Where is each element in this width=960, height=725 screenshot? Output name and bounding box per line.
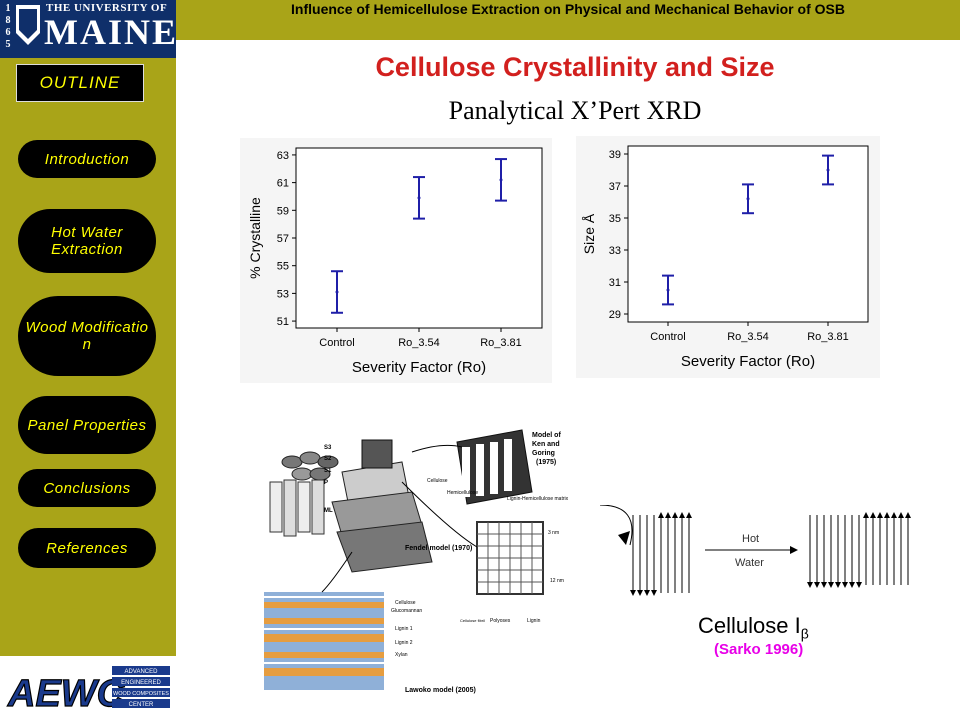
plot-area (295, 147, 543, 329)
svg-text:Cellulose: Cellulose (427, 478, 448, 484)
nav-introduction[interactable]: Introduction (18, 140, 156, 178)
aewc-logo-mark: AEWC (7, 673, 125, 715)
y-tick-label: 31 (609, 277, 621, 289)
svg-text:ENGINEERED: ENGINEERED (121, 680, 161, 686)
outline-button[interactable]: OUTLINE (16, 64, 144, 102)
nav-wood-modification[interactable]: Wood Modificatio n (18, 296, 156, 376)
svg-text:Cellulose: Cellulose (395, 600, 416, 606)
y-tick-label: 57 (277, 233, 289, 245)
slide-subtitle: Panalytical X’Pert XRD (448, 96, 702, 125)
svg-text:Lignin 1: Lignin 1 (395, 626, 413, 632)
reference-citation: (Sarko 1996) (714, 641, 804, 658)
svg-text:Fendel model (1970): Fendel model (1970) (405, 545, 472, 552)
svg-text:12 nm: 12 nm (550, 578, 564, 584)
y-axis-label: Size Å (581, 213, 597, 254)
y-tick-label: 39 (609, 149, 621, 161)
crystallinity-chart-svg: 51 53 55 57 59 61 63 Control Ro_3.54 Ro_3.81 Sever… (247, 147, 543, 376)
header-bar (176, 0, 960, 40)
y-axis-label: % Crystalline (247, 197, 263, 279)
x-tick-label: Ro_3.54 (727, 331, 769, 343)
y-tick-label: 59 (277, 205, 289, 217)
svg-text:S2: S2 (324, 456, 332, 462)
nav-conclusions[interactable]: Conclusions (18, 469, 156, 507)
svg-text:Glucomannan: Glucomannan (391, 608, 422, 614)
logo-small-text: THE UNIVERSITY OF (46, 2, 168, 14)
cell-wall-layers-icon (331, 439, 433, 573)
fendel-grid-model-icon (476, 521, 544, 595)
x-tick-label: Ro_3.81 (480, 337, 522, 349)
ken-goring-model-icon (456, 429, 533, 505)
size-chart: 29 31 33 35 37 39 Control Ro_3.54 Ro_3.81 Severit… (576, 136, 880, 378)
svg-text:CENTER: CENTER (129, 702, 154, 708)
y-tick-label: 37 (609, 181, 621, 193)
size-chart-svg: 29 31 33 35 37 39 Control Ro_3.54 Ro_3.81 Severit… (581, 145, 869, 370)
wood-fiber-cells-icon (269, 451, 339, 537)
water-label: Water (735, 557, 764, 569)
presentation-title: Influence of Hemicellulose Extraction on… (291, 1, 845, 17)
lawoko-layer-model-icon (264, 592, 384, 690)
y-tick-label: 53 (277, 288, 289, 300)
svg-text:Lignin-Hemicellulose matrix: Lignin-Hemicellulose matrix (507, 496, 569, 502)
crystallinity-chart: 51 53 55 57 59 61 63 Control Ro_3.54 Ro_3.81 Sever… (240, 138, 552, 383)
y-tick-label: 33 (609, 245, 621, 257)
svg-text:Lawoko model (2005): Lawoko model (2005) (405, 687, 476, 694)
mean-point (417, 196, 421, 200)
slide-title: Cellulose Crystallinity and Size (375, 52, 775, 82)
logo-year: 1 8 6 5 (5, 3, 11, 50)
x-tick-label: Control (319, 337, 354, 349)
mean-point (499, 178, 503, 182)
y-tick-label: 55 (277, 261, 289, 273)
x-tick-label: Ro_3.81 (807, 331, 849, 343)
svg-text:Lignin: Lignin (527, 618, 541, 624)
nav-hot-water-extraction[interactable]: Hot Water Extraction (18, 209, 156, 273)
mean-point (826, 168, 830, 172)
arrow-head-icon (618, 531, 630, 545)
cellulose-models-diagram: S3 S2 S1 P ML Model of Ken and Goring (1975… (262, 422, 584, 718)
svg-text:ML: ML (324, 508, 333, 514)
svg-text:S1: S1 (324, 468, 332, 474)
chains-after-icon (809, 515, 909, 585)
svg-text:3 nm: 3 nm (548, 530, 559, 536)
mean-point (335, 290, 339, 294)
svg-text:WOOD COMPOSITES: WOOD COMPOSITES (113, 691, 169, 697)
cellulose-chains-illustration (600, 505, 911, 596)
plot-area (627, 145, 869, 323)
svg-text:Xylan: Xylan (395, 652, 408, 658)
y-tick-label: 61 (277, 178, 289, 190)
x-axis-label: Severity Factor (Ro) (352, 359, 486, 376)
y-tick-label: 35 (609, 213, 621, 225)
svg-text:Hemicellulose: Hemicellulose (447, 490, 478, 496)
y-tick-label: 63 (277, 150, 289, 162)
mean-point (666, 288, 670, 292)
aewc-logo: AEWC ADVANCED ENGINEERED WOOD COMPOSITES… (0, 656, 176, 720)
nav-references[interactable]: References (18, 528, 156, 568)
nav-panel-properties[interactable]: Panel Properties (18, 396, 156, 454)
hot-label: Hot (742, 533, 760, 545)
x-tick-label: Ro_3.54 (398, 337, 440, 349)
x-axis-label: Severity Factor (Ro) (681, 353, 815, 370)
svg-text:P: P (324, 480, 328, 486)
university-logo: 1 8 6 5 THE UNIVERSITY OF MAINE (0, 0, 176, 58)
svg-text:Cellulose fibril: Cellulose fibril (460, 618, 485, 623)
chains-before-icon (632, 515, 690, 593)
mean-point (746, 197, 750, 201)
svg-text:ADVANCED: ADVANCED (125, 669, 159, 675)
svg-text:Lignin 2: Lignin 2 (395, 640, 413, 646)
y-tick-label: 29 (609, 309, 621, 321)
logo-big-text: MAINE (44, 12, 178, 52)
y-tick-label: 51 (277, 316, 289, 328)
x-tick-label: Control (650, 331, 685, 343)
cellulose-i-beta-label: Cellulose Iβ (698, 613, 809, 642)
svg-text:Polyoses: Polyoses (490, 618, 511, 624)
curve-arrow-icon (600, 505, 633, 546)
svg-text:S3: S3 (324, 445, 332, 451)
